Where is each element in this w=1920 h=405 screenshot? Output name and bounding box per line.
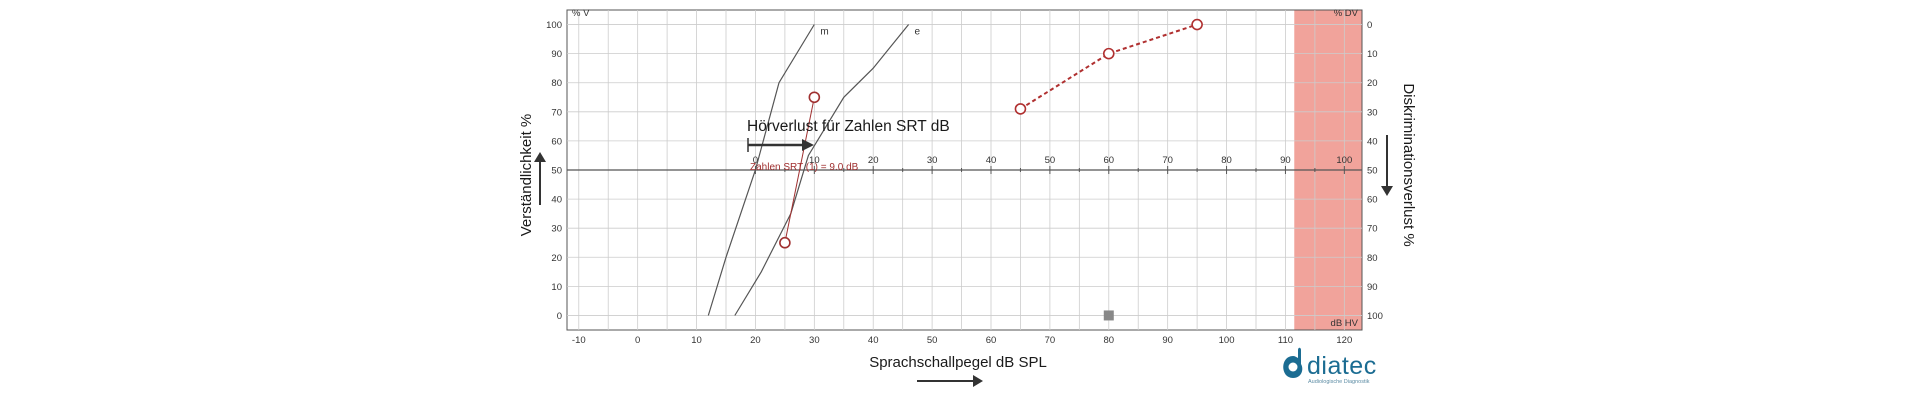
y-tick-label: 90 <box>551 49 562 60</box>
y-tick-label: 30 <box>551 224 562 235</box>
hv-tick-label: 60 <box>1103 155 1114 166</box>
y-tick-label: 60 <box>551 136 562 147</box>
y-right-tick-label: 60 <box>1367 195 1378 206</box>
hv-tick-label: 30 <box>927 155 938 166</box>
hv-tick-label: 10 <box>809 155 820 166</box>
y-unit-label: % V <box>572 8 590 19</box>
logo-tagline: Audiologische Diagnostik <box>1308 379 1370 385</box>
y-right-tick-label: 30 <box>1367 107 1378 118</box>
right-arrow <box>917 375 983 387</box>
hv-tick-label: 90 <box>1280 155 1291 166</box>
hv-tick-label: 80 <box>1221 155 1232 166</box>
x-tick-label: 120 <box>1336 335 1352 346</box>
y-right-axis-title: Diskriminationsverlust % <box>1400 83 1417 246</box>
x-tick-label: 70 <box>1045 335 1056 346</box>
numbers-series-line <box>784 97 815 243</box>
logo-name: diatec <box>1307 352 1377 380</box>
reference-curve-label: e <box>915 27 921 38</box>
x-tick-label: 100 <box>1219 335 1235 346</box>
x-axis-title: Sprachschallpegel dB SPL <box>869 354 1047 371</box>
numbers-data-point <box>808 91 821 104</box>
x-tick-label: -10 <box>572 335 586 346</box>
square-marker <box>1103 310 1114 321</box>
srt-annotation: Hörverlust für Zahlen SRT dB Zahlen SRT … <box>747 118 950 173</box>
y-right-tick-label: 40 <box>1367 136 1378 147</box>
y-axis-title: Verständlichkeit % <box>518 114 535 237</box>
numbers-data-point <box>779 236 791 249</box>
y-right-tick-label: 0 <box>1367 20 1372 31</box>
diatec-logo: diatec Audiologische Diagnostik <box>1283 347 1377 385</box>
hv-tick-label: 50 <box>1045 155 1056 166</box>
words-data-point <box>1102 47 1115 60</box>
y-tick-label: 20 <box>551 253 562 264</box>
reference-curve-label: m <box>820 27 828 38</box>
down-arrow <box>1381 135 1393 196</box>
up-arrow <box>534 152 546 205</box>
y-right-tick-label: 90 <box>1367 282 1378 293</box>
hv-tick-label: 0 <box>753 155 758 166</box>
words-data-point <box>1014 103 1027 115</box>
hv-tick-label: 70 <box>1162 155 1173 166</box>
y-right-tick-label: 50 <box>1367 166 1378 177</box>
y-tick-label: 40 <box>551 195 562 206</box>
x-tick-label: 60 <box>986 335 997 346</box>
x-tick-label: 110 <box>1278 335 1293 346</box>
reference-curve-e <box>734 24 910 316</box>
x-tick-label: 80 <box>1103 335 1114 346</box>
srt-arrow-head <box>802 139 814 151</box>
hv-tick-label: 20 <box>868 155 879 166</box>
y-tick-label: 0 <box>557 311 562 322</box>
x-tick-label: 10 <box>691 335 702 346</box>
logo-dot-icon <box>1288 362 1298 372</box>
x-hv-unit-label: dB HV <box>1331 318 1359 329</box>
srt-title: Hörverlust für Zahlen SRT dB <box>747 118 950 135</box>
y-right-tick-label: 20 <box>1367 78 1378 89</box>
x-tick-label: 90 <box>1162 335 1173 346</box>
y-right-tick-label: 70 <box>1367 224 1378 235</box>
x-tick-label: 40 <box>868 335 879 346</box>
x-tick-label: 20 <box>750 335 761 346</box>
y-right-tick-label: 80 <box>1367 253 1378 264</box>
y-right-unit-label: % DV <box>1334 8 1359 19</box>
y-right-tick-label: 100 <box>1367 311 1383 322</box>
x-tick-label: 30 <box>809 335 820 346</box>
y-tick-label: 10 <box>551 282 562 293</box>
y-tick-label: 50 <box>551 166 562 177</box>
y-right-tick-label: 10 <box>1367 49 1378 60</box>
x-tick-label: 50 <box>927 335 938 346</box>
srt-note: Zahlen SRT (1) = 9.0 dB <box>750 162 859 173</box>
hv-tick-label: 100 <box>1336 155 1352 166</box>
y-tick-label: 80 <box>551 78 562 89</box>
y-tick-label: 70 <box>551 107 562 118</box>
y-tick-label: 100 <box>546 20 562 31</box>
reference-curve-m <box>707 24 815 316</box>
x-tick-label: 0 <box>635 335 640 346</box>
hv-tick-label: 40 <box>986 155 997 166</box>
words-data-point <box>1191 18 1203 31</box>
